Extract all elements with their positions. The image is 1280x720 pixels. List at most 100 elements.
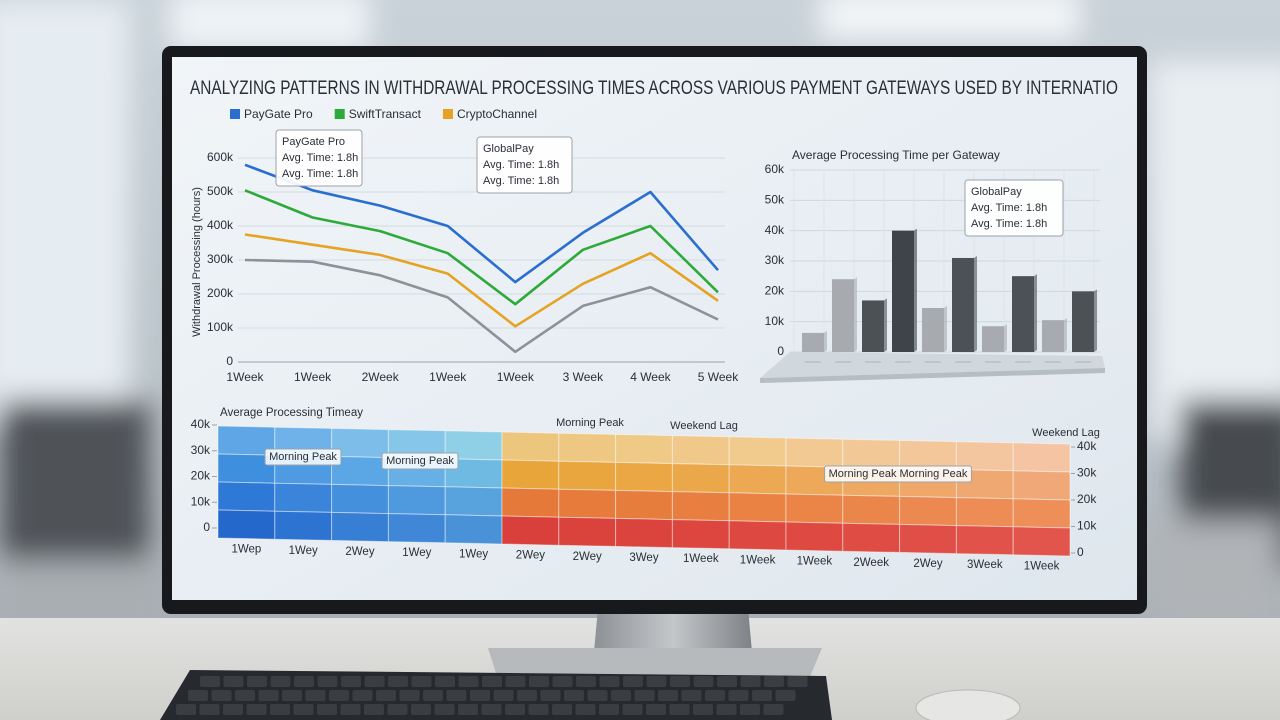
bar-side	[1034, 274, 1037, 352]
x-tick-label: 1Week	[429, 370, 467, 384]
key	[352, 690, 373, 701]
annotation-box	[824, 465, 972, 483]
key	[646, 704, 666, 715]
y-tick-label: 0	[226, 354, 233, 368]
floor	[760, 352, 1105, 378]
x-tick-label: 1Week	[226, 370, 264, 384]
x-tick-label: 1Week	[497, 370, 535, 384]
key	[388, 676, 408, 687]
heatmap-cell	[217, 481, 276, 512]
x-tick-label: 3Week	[967, 559, 1003, 571]
y-tick-label: 50k	[765, 193, 785, 207]
heatmap-cell	[217, 509, 276, 540]
bar	[1072, 291, 1094, 352]
heatmap-cell	[331, 483, 389, 515]
y-tick-label: 600k	[207, 150, 234, 164]
heatmap-cell	[615, 433, 673, 465]
key	[552, 676, 573, 687]
annotation-text: Morning Peak	[269, 451, 337, 463]
key	[305, 690, 326, 701]
key	[423, 690, 443, 701]
legend-swatch	[334, 109, 345, 119]
x-tick-label: 1Wey	[289, 545, 318, 557]
key	[246, 704, 267, 715]
annotation-text: Avg. Time: 1.8h	[971, 218, 1047, 230]
annotation-text: Avg. Time: 1.8h	[483, 159, 559, 171]
legend-label: SwiftTransact	[349, 107, 422, 121]
annotation-text: Weekend Lag	[670, 420, 738, 432]
key	[294, 676, 314, 687]
key	[387, 704, 408, 715]
key	[270, 704, 290, 715]
key	[341, 676, 361, 687]
x-tick-label: 3 Week	[563, 370, 604, 384]
key	[282, 690, 302, 701]
annotation-text: Avg. Time: 1.8h	[483, 175, 559, 187]
key	[764, 676, 784, 687]
bar-side	[914, 228, 917, 352]
heatmap-cell	[1012, 442, 1071, 473]
key	[576, 676, 596, 687]
heatmap-cell	[274, 482, 333, 513]
heatmap-cell	[1012, 470, 1071, 501]
heatmap-cell	[842, 494, 901, 525]
x-tick-label: 3Wey	[629, 552, 658, 564]
key	[247, 676, 267, 687]
legend-swatch	[230, 109, 240, 119]
y2-tick-label: 10k	[1077, 519, 1097, 533]
key	[611, 690, 631, 701]
heatmap-cell	[558, 516, 617, 547]
keyboard-keys	[176, 676, 808, 715]
x-tick-label: 1Week	[797, 556, 833, 568]
key	[364, 704, 384, 715]
key	[340, 704, 361, 715]
y-tick-label: 100k	[207, 320, 234, 334]
key	[481, 704, 502, 715]
y-tick-label: 10k	[765, 314, 785, 328]
heatmap-cell	[615, 517, 673, 549]
bar	[1042, 320, 1064, 352]
key	[693, 676, 714, 687]
heatmap-cell	[444, 514, 503, 545]
y-tick-label: 200k	[207, 286, 234, 300]
annotation-text: GlobalPay	[483, 143, 534, 155]
x-tick-label: 1Wey	[402, 547, 431, 559]
bar	[922, 308, 944, 352]
x-tick-label: 2Wey	[516, 550, 545, 562]
key	[458, 676, 479, 687]
line-series	[244, 258, 719, 354]
heatmap-cell	[671, 491, 730, 522]
key	[411, 704, 431, 715]
y-tick-label: 30k	[765, 253, 785, 267]
key	[188, 690, 208, 701]
key	[575, 704, 596, 715]
bar-side	[884, 298, 887, 352]
key	[787, 676, 808, 687]
line-series	[244, 233, 719, 328]
key	[235, 690, 255, 701]
x-tick-label: 2Wey	[573, 551, 602, 563]
legend-label: PayGate Pro	[244, 107, 313, 121]
key	[552, 704, 572, 715]
chart-title: Average Processing Timeay	[220, 407, 363, 419]
key	[634, 690, 655, 701]
key	[740, 704, 760, 715]
y-tick-label: 10k	[191, 494, 211, 508]
line-series	[244, 163, 719, 284]
key	[434, 704, 455, 715]
heatmap-cell	[671, 463, 730, 494]
key	[716, 704, 737, 715]
y-tick-label: 300k	[207, 252, 234, 266]
bar	[892, 230, 914, 352]
heatmap-cell	[558, 460, 617, 491]
key	[482, 676, 502, 687]
key	[399, 690, 420, 701]
annotation-box	[264, 448, 342, 466]
x-tick-label: 1Wey	[459, 548, 488, 560]
annotation-box	[476, 136, 573, 194]
x-tick-label: 2Week	[853, 557, 889, 569]
annotation-text: Morning Peak	[386, 455, 454, 467]
y2-tick-label: 30k	[1077, 466, 1097, 480]
heatmap-cell	[785, 437, 844, 468]
